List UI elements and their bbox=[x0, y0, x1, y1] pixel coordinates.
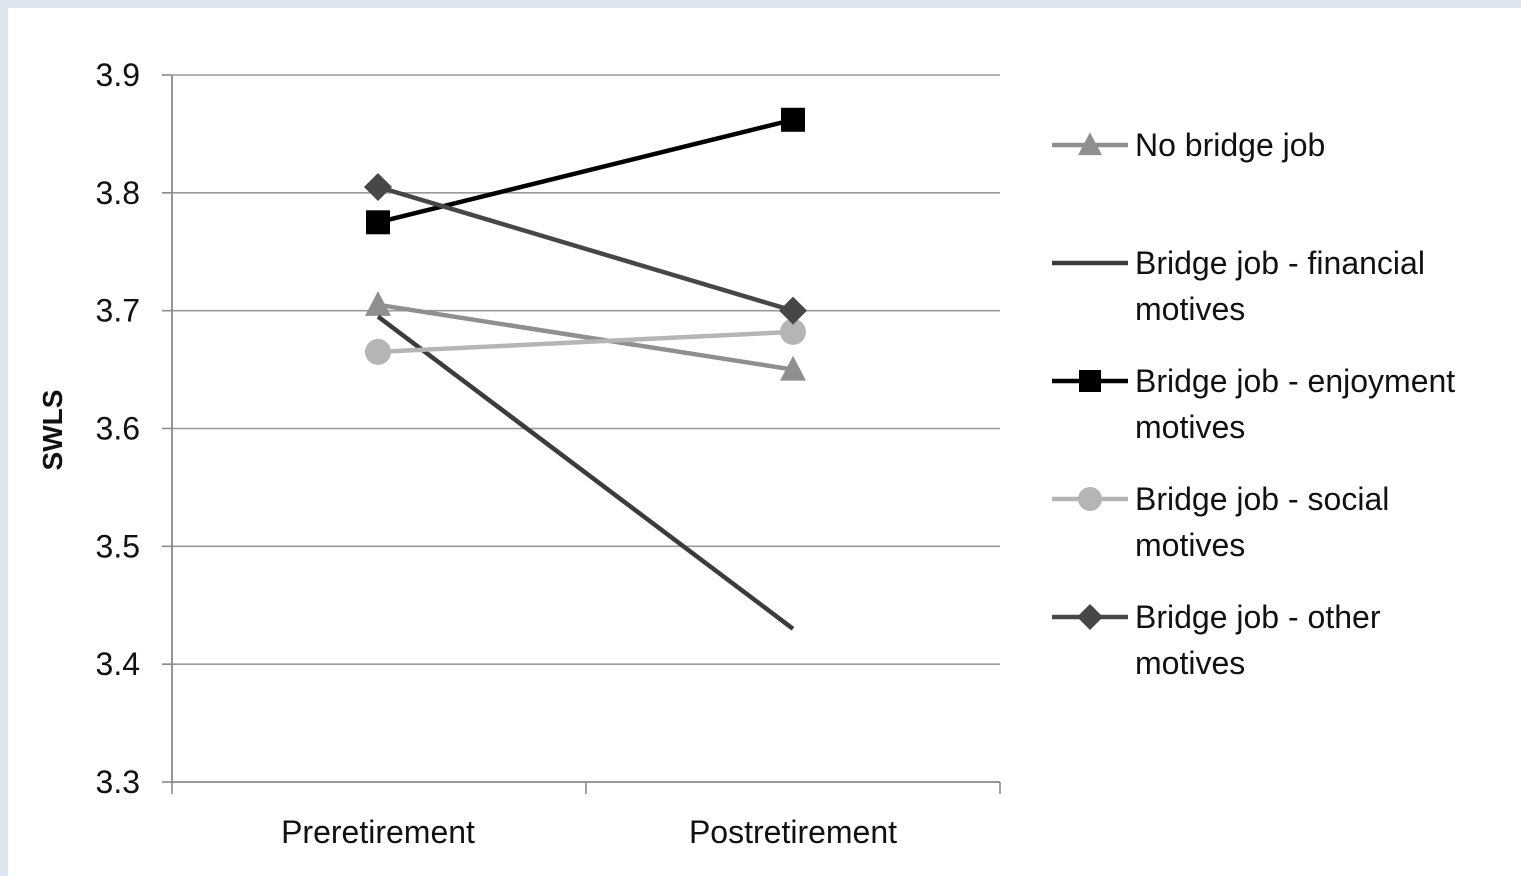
series-line bbox=[377, 117, 794, 225]
y-tick-label: 3.3 bbox=[96, 764, 140, 800]
legend-entry: Bridge job - financial motives bbox=[1052, 245, 1425, 327]
legend-entry: No bridge job bbox=[1052, 127, 1325, 163]
legend-label: Bridge job - social bbox=[1135, 481, 1389, 517]
series-line bbox=[376, 314, 795, 631]
series-lines bbox=[364, 107, 807, 631]
legend-entry: Bridge job - other motives bbox=[1052, 599, 1381, 681]
axes: 3.3 3.4 3.5 3.6 3.7 3.8 3.9 Preretirement Postre… bbox=[96, 57, 1001, 850]
y-tick-label: 3.8 bbox=[96, 175, 140, 211]
series-line bbox=[377, 329, 794, 355]
legend-entry: Bridge job - social motives bbox=[1052, 481, 1389, 563]
series-line bbox=[377, 184, 794, 313]
data-point bbox=[364, 172, 392, 201]
series-line bbox=[377, 302, 794, 372]
series-4 bbox=[365, 318, 806, 365]
x-tick-label: Postretirement bbox=[689, 814, 897, 850]
series-1 bbox=[365, 290, 806, 381]
legend-swatch-marker bbox=[1078, 487, 1102, 511]
y-tick-label: 3.9 bbox=[96, 57, 140, 93]
data-point bbox=[365, 290, 391, 316]
legend-swatch-marker bbox=[1079, 370, 1101, 392]
legend-entry: Bridge job - enjoyment motives bbox=[1052, 363, 1455, 445]
legend-swatch-marker bbox=[1077, 604, 1103, 630]
chart-panel bbox=[8, 8, 1521, 876]
data-point bbox=[366, 210, 390, 235]
series-2 bbox=[376, 314, 795, 631]
legend-label: Bridge job - enjoyment bbox=[1135, 363, 1455, 399]
series-3 bbox=[366, 107, 805, 235]
gridlines bbox=[172, 74, 1000, 665]
data-point bbox=[780, 355, 806, 381]
legend-label: motives bbox=[1135, 409, 1245, 445]
legend-label: No bridge job bbox=[1135, 127, 1325, 163]
y-tick-label: 3.4 bbox=[96, 646, 140, 682]
legend: No bridge job Bridge job - financial motiv… bbox=[1052, 127, 1455, 681]
legend-label: Bridge job - other bbox=[1135, 599, 1381, 635]
data-point bbox=[365, 338, 391, 365]
legend-label: motives bbox=[1135, 527, 1245, 563]
legend-label: Bridge job - financial bbox=[1135, 245, 1425, 281]
y-tick-label: 3.5 bbox=[96, 528, 140, 564]
legend-label: motives bbox=[1135, 291, 1245, 327]
data-point bbox=[779, 296, 807, 325]
y-axis-title: SWLS bbox=[37, 390, 68, 471]
legend-swatch-marker bbox=[1078, 132, 1102, 156]
y-tick-label: 3.7 bbox=[96, 293, 140, 329]
data-point bbox=[780, 318, 806, 345]
series-5 bbox=[364, 172, 807, 325]
x-tick-label: Preretirement bbox=[281, 814, 475, 850]
data-point bbox=[781, 107, 805, 132]
legend-label: motives bbox=[1135, 645, 1245, 681]
y-tick-label: 3.6 bbox=[96, 411, 140, 447]
